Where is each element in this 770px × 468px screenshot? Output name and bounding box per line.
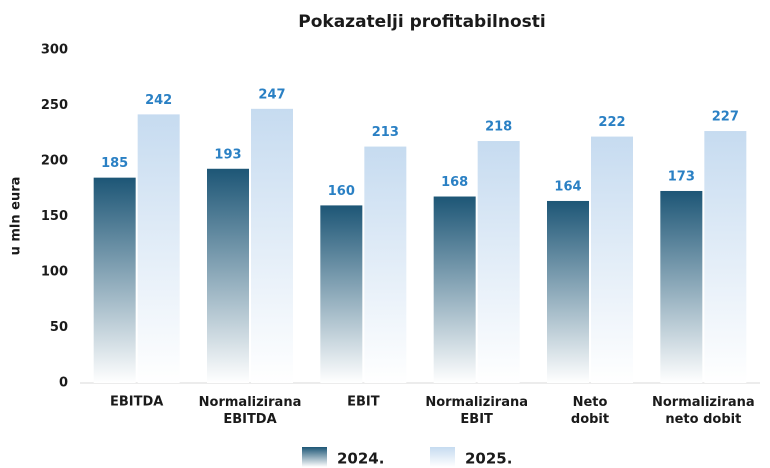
y-tick-label: 100: [41, 265, 68, 280]
x-tick-label: EBITDA: [110, 395, 163, 410]
bar: [93, 177, 136, 383]
value-label: 168: [441, 175, 468, 190]
y-tick-label: 200: [41, 154, 68, 169]
legend-swatch: [302, 447, 327, 467]
legend-label: 2024.: [337, 450, 384, 468]
bar: [207, 168, 249, 383]
bar: [433, 196, 476, 383]
value-label: 164: [554, 179, 581, 194]
y-axis-label: u mln eura: [9, 177, 24, 256]
bar: [591, 136, 633, 383]
chart-title: Pokazatelji profitabilnosti: [298, 12, 545, 32]
x-tick-label: Normalizirana EBITDA: [199, 395, 302, 427]
x-tick-label: EBIT: [347, 395, 380, 410]
value-label: 173: [668, 169, 695, 184]
x-tick-label: Normalizirana neto dobit: [652, 395, 755, 427]
value-label: 185: [101, 156, 128, 171]
value-label: 227: [712, 110, 739, 125]
legend-label: 2025.: [465, 450, 512, 468]
value-label: 242: [145, 93, 172, 108]
value-label: 222: [598, 115, 625, 130]
bar: [477, 141, 520, 383]
bar: [251, 108, 293, 383]
bar: [547, 200, 589, 383]
value-label: 193: [214, 147, 241, 162]
y-tick-label: 250: [41, 98, 68, 113]
x-tick-label: Neto dobit: [571, 395, 609, 427]
bar: [660, 190, 703, 383]
y-tick-label: 50: [50, 320, 68, 335]
bar: [704, 131, 747, 383]
y-tick-label: 150: [41, 209, 68, 224]
value-label: 218: [485, 120, 512, 135]
x-tick-label: Normalizirana EBIT: [425, 395, 528, 427]
bar: [364, 146, 407, 383]
value-label: 160: [328, 184, 355, 199]
value-label: 247: [258, 87, 285, 102]
bar: [137, 114, 180, 383]
legend-swatch: [430, 447, 455, 467]
bar: [320, 205, 363, 383]
y-tick-label: 0: [59, 376, 68, 391]
value-label: 213: [372, 125, 399, 140]
y-tick-label: 300: [41, 43, 68, 58]
